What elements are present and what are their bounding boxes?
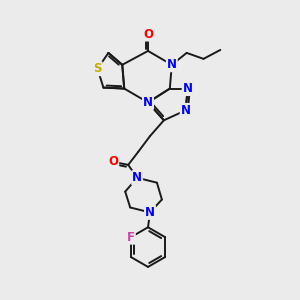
Text: O: O <box>108 155 118 168</box>
Text: N: N <box>145 206 155 219</box>
Text: N: N <box>132 171 142 184</box>
Text: N: N <box>143 96 153 109</box>
Text: N: N <box>167 58 177 71</box>
Text: S: S <box>93 62 102 75</box>
Text: N: N <box>181 104 191 117</box>
Text: O: O <box>143 28 153 40</box>
Text: N: N <box>183 82 193 95</box>
Text: F: F <box>127 231 135 244</box>
